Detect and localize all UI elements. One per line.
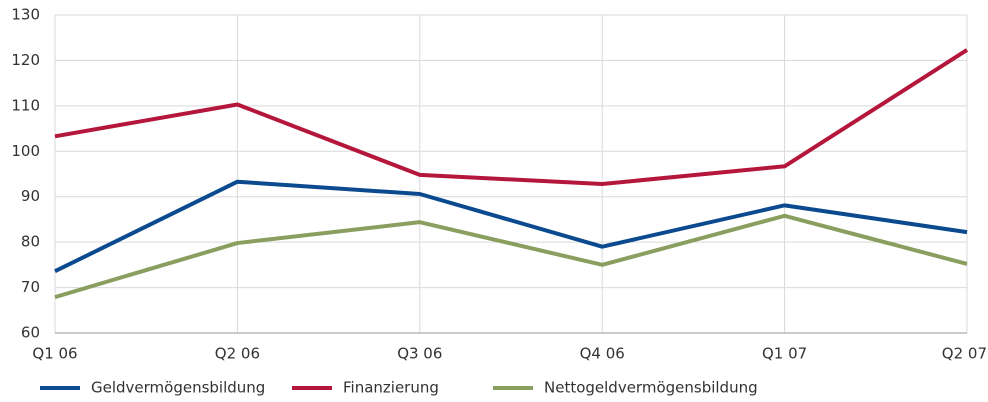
legend-label: Geldvermögensbildung <box>91 379 265 397</box>
y-tick-label: 100 <box>11 142 40 160</box>
y-tick-label: 90 <box>21 187 40 205</box>
series-line <box>54 48 969 186</box>
series-line <box>54 179 968 274</box>
y-tick-label: 130 <box>11 6 40 24</box>
y-tick-label: 70 <box>21 278 40 296</box>
legend-label: Nettogeldvermögensbildung <box>544 379 758 397</box>
series-line <box>54 213 968 300</box>
y-tick-label: 120 <box>11 51 40 69</box>
y-tick-label: 60 <box>21 324 40 342</box>
x-tick-label: Q1 07 <box>762 345 807 363</box>
y-tick-label: 80 <box>21 233 40 251</box>
x-tick-label: Q2 06 <box>215 345 260 363</box>
y-tick-label: 110 <box>11 96 40 114</box>
x-tick-label: Q1 06 <box>32 345 77 363</box>
x-tick-label: Q4 06 <box>580 345 625 363</box>
x-tick-label: Q2 07 <box>942 345 987 363</box>
legend-label: Finanzierung <box>343 379 439 397</box>
x-tick-label: Q3 06 <box>397 345 442 363</box>
